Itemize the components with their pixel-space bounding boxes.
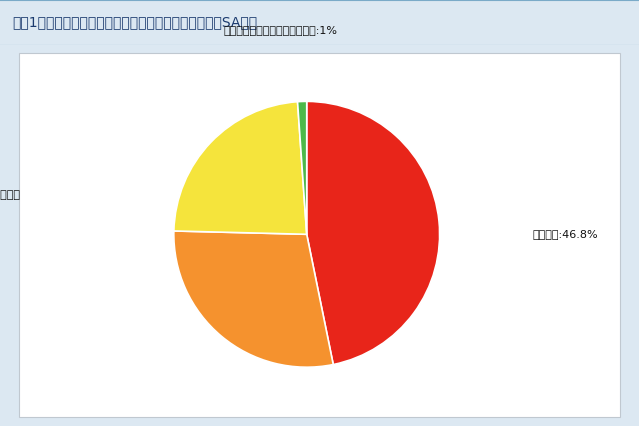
Wedge shape [174, 102, 307, 234]
Wedge shape [307, 101, 440, 365]
Text: エコポイントが何かわからない:1%: エコポイントが何かわからない:1% [223, 25, 337, 35]
Text: 購入しておらず、今後購入する予定
もない:23.5%: 購入しておらず、今後購入する予定 もない:23.5% [0, 190, 21, 212]
FancyBboxPatch shape [19, 53, 620, 417]
Wedge shape [298, 101, 307, 234]
Wedge shape [174, 231, 334, 367]
Text: 購入した:46.8%: 購入した:46.8% [533, 229, 598, 239]
Text: 【図1、エコポイント対象製品を購入されましたか？（SA）】: 【図1、エコポイント対象製品を購入されましたか？（SA）】 [13, 15, 258, 29]
